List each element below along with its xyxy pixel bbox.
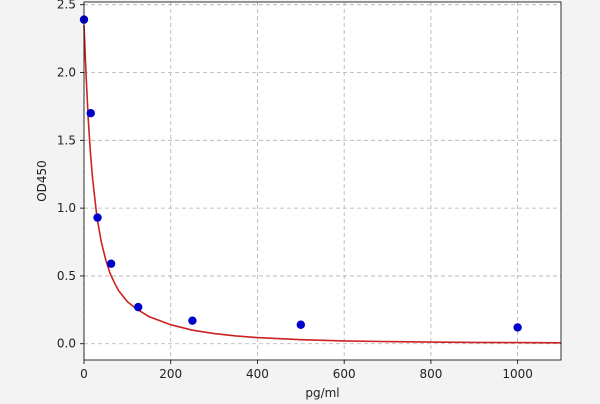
x-tick-label: 800 xyxy=(419,367,442,381)
y-tick-label: 2.5 xyxy=(57,0,76,12)
data-point xyxy=(296,320,306,329)
y-axis-ticks: 0.0 0.5 1.0 1.5 2.0 2.5 xyxy=(57,0,84,351)
data-point xyxy=(188,316,197,325)
data-point xyxy=(513,323,522,332)
y-tick-label: 1.0 xyxy=(57,201,76,215)
x-tick-label: 1000 xyxy=(502,367,533,381)
x-tick-label: 0 xyxy=(80,367,88,381)
fit-curve-line xyxy=(83,25,562,344)
x-axis-label: pg/ml xyxy=(305,386,339,400)
y-tick-label: 0.0 xyxy=(57,337,76,351)
data-point xyxy=(134,302,143,312)
y-tick-label: 1.5 xyxy=(57,133,76,147)
x-tick-label: 600 xyxy=(333,367,356,381)
data-point xyxy=(106,259,116,268)
x-tick-label: 400 xyxy=(246,367,269,381)
grid xyxy=(83,2,561,360)
plot-area xyxy=(84,2,561,360)
fit-curve-layer xyxy=(83,25,562,344)
y-tick-label: 0.5 xyxy=(57,269,76,283)
x-tick-label: 200 xyxy=(159,367,182,381)
y-tick-label: 2.0 xyxy=(57,66,76,80)
y-axis-label: OD450 xyxy=(35,160,49,202)
x-axis-ticks: 0 200 400 600 800 1000 xyxy=(80,360,533,381)
data-point xyxy=(93,213,102,222)
data-point xyxy=(86,108,95,118)
data-points-layer xyxy=(79,15,522,332)
plot-frame xyxy=(83,1,562,361)
